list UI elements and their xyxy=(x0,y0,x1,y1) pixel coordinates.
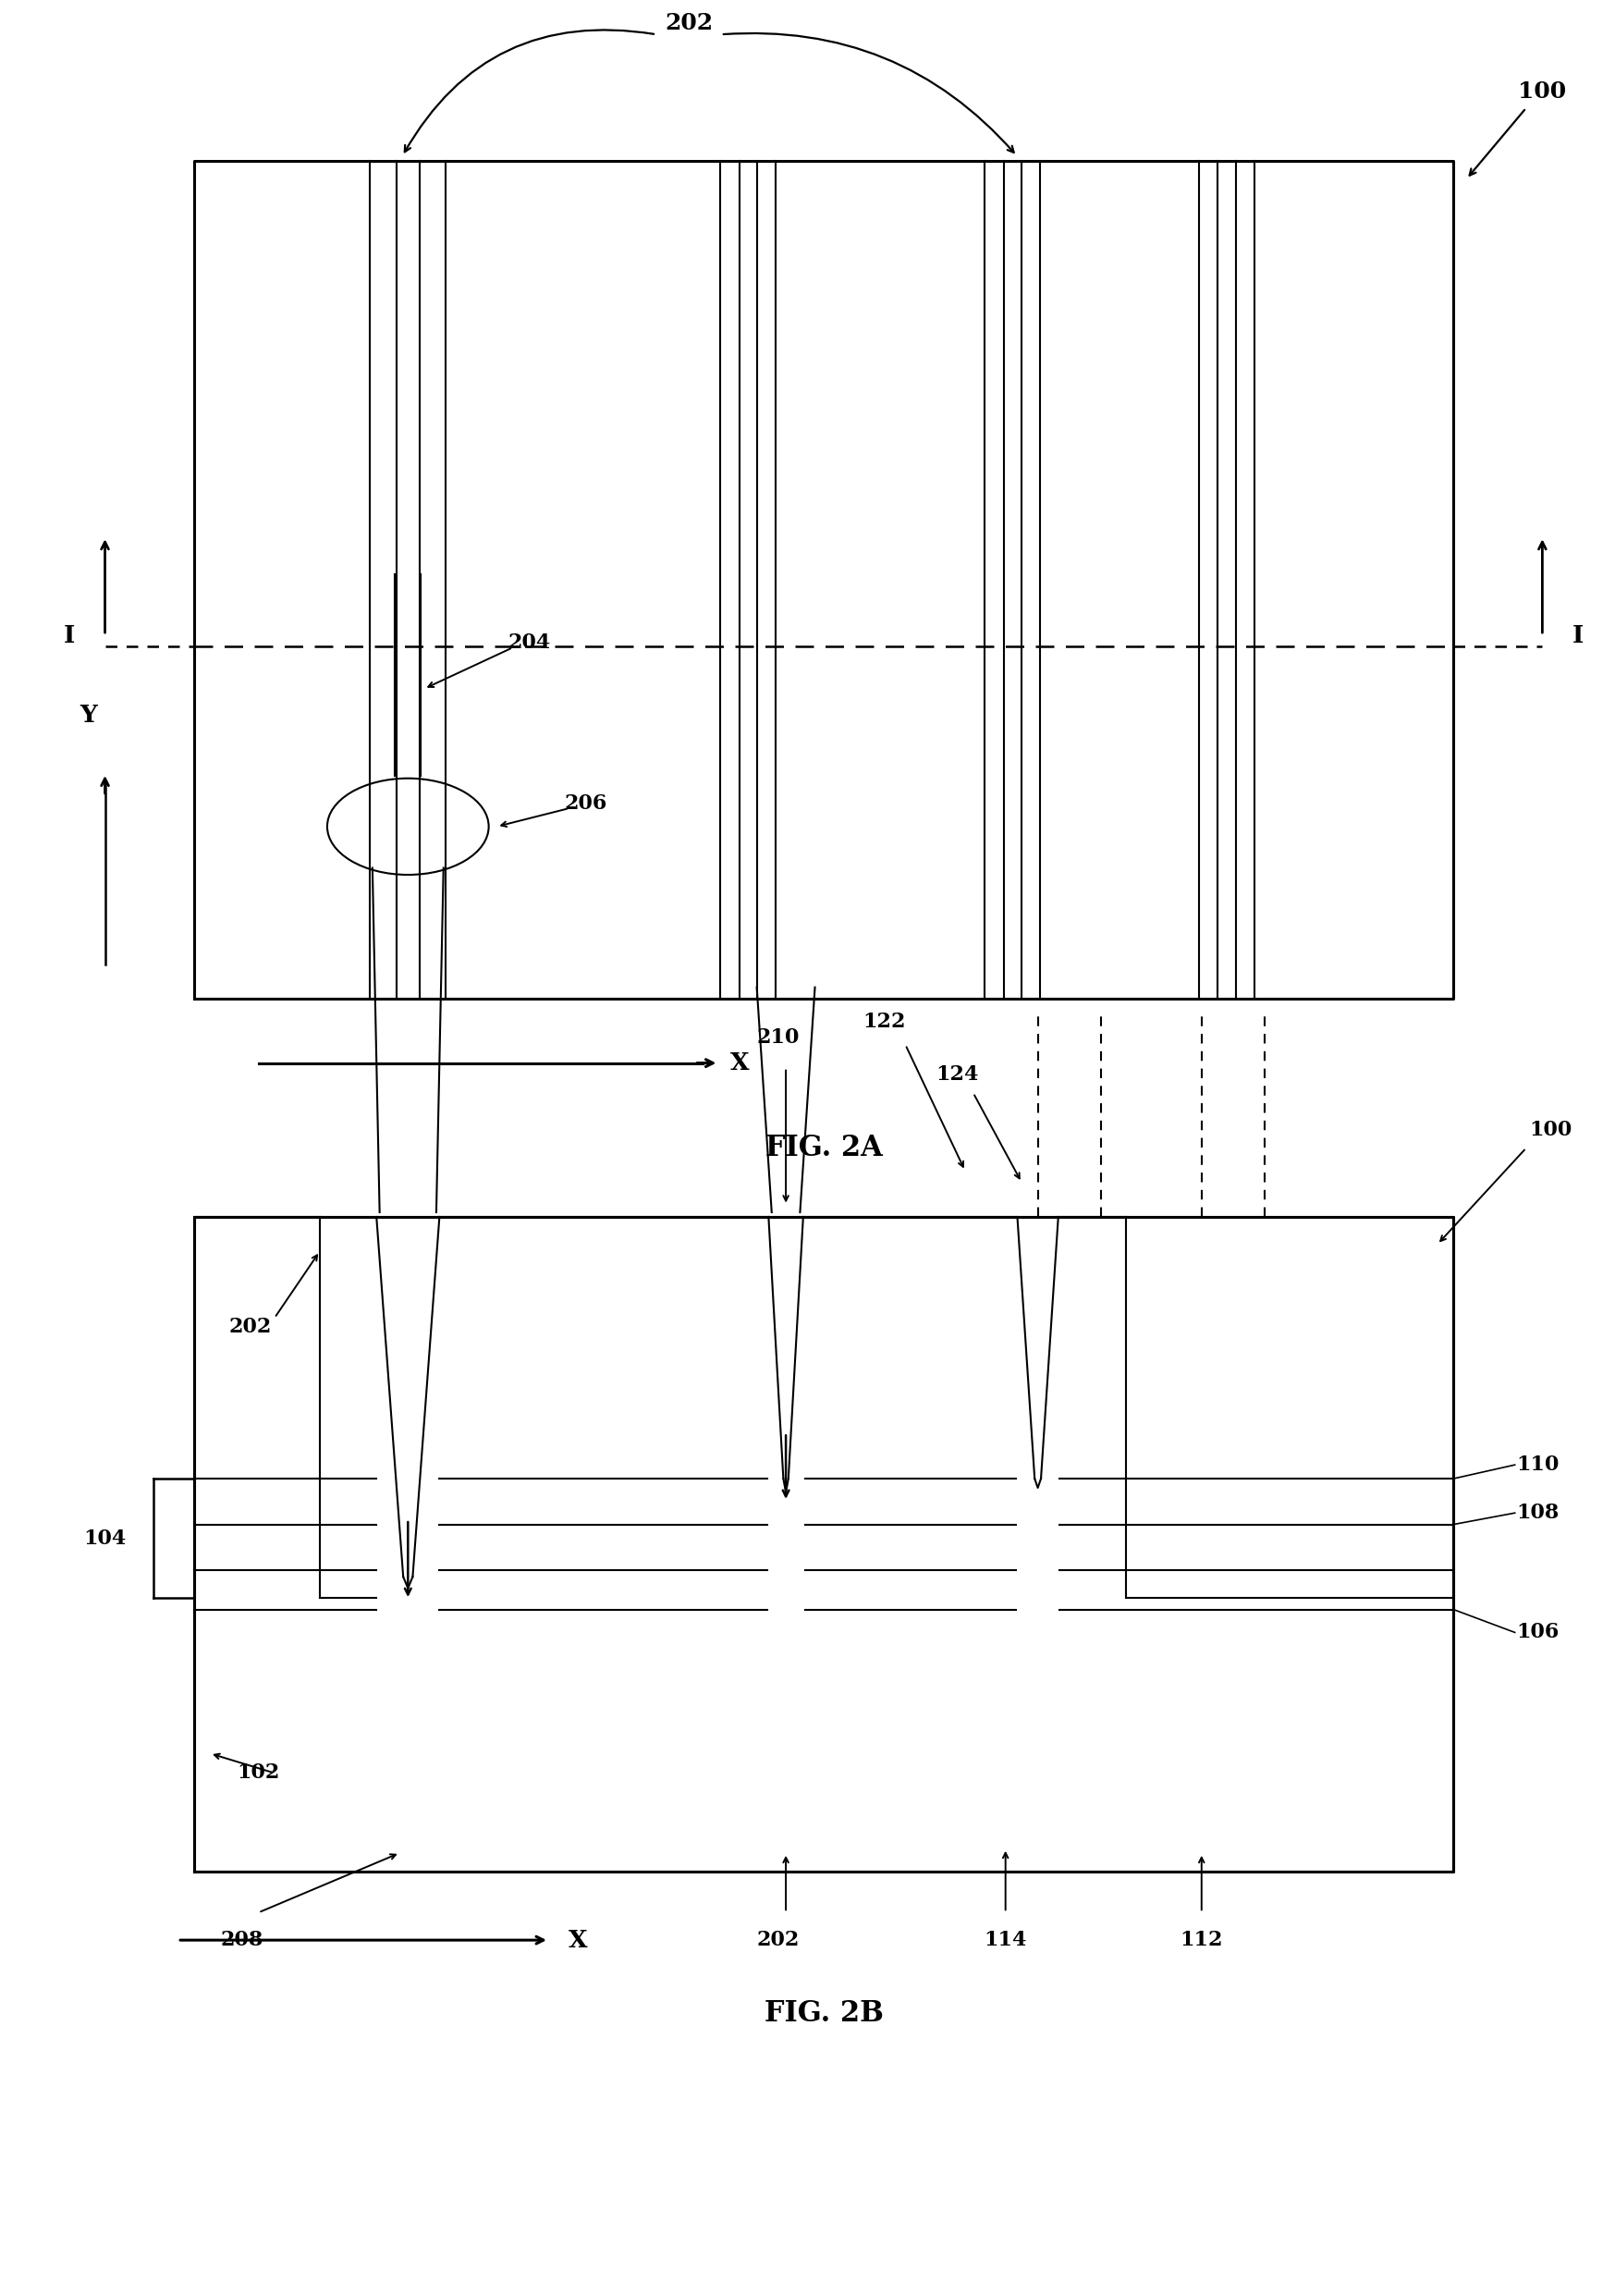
Text: I: I xyxy=(1571,625,1584,647)
Text: 102: 102 xyxy=(237,1763,279,1784)
Text: I: I xyxy=(63,625,76,647)
Text: X: X xyxy=(568,1929,588,1952)
Text: 202: 202 xyxy=(756,1931,799,1949)
Text: 122: 122 xyxy=(862,1013,906,1031)
Text: 112: 112 xyxy=(1181,1931,1223,1949)
Text: 100: 100 xyxy=(1518,80,1567,103)
Text: 208: 208 xyxy=(221,1931,263,1949)
Text: 206: 206 xyxy=(564,794,607,813)
Text: 110: 110 xyxy=(1516,1456,1558,1474)
Text: FIG. 2B: FIG. 2B xyxy=(764,2000,883,2027)
Text: FIG. 2A: FIG. 2A xyxy=(766,1134,882,1162)
Text: 204: 204 xyxy=(507,634,551,652)
Text: 108: 108 xyxy=(1516,1504,1558,1522)
Text: 114: 114 xyxy=(984,1931,1027,1949)
Text: Y: Y xyxy=(81,705,97,728)
Text: 202: 202 xyxy=(664,11,712,34)
Text: 124: 124 xyxy=(935,1065,979,1084)
Text: X: X xyxy=(730,1052,749,1075)
Text: 106: 106 xyxy=(1516,1623,1558,1642)
Text: 202: 202 xyxy=(229,1318,271,1336)
Text: 104: 104 xyxy=(84,1529,126,1548)
Text: 100: 100 xyxy=(1529,1120,1571,1139)
Text: 210: 210 xyxy=(756,1029,799,1047)
